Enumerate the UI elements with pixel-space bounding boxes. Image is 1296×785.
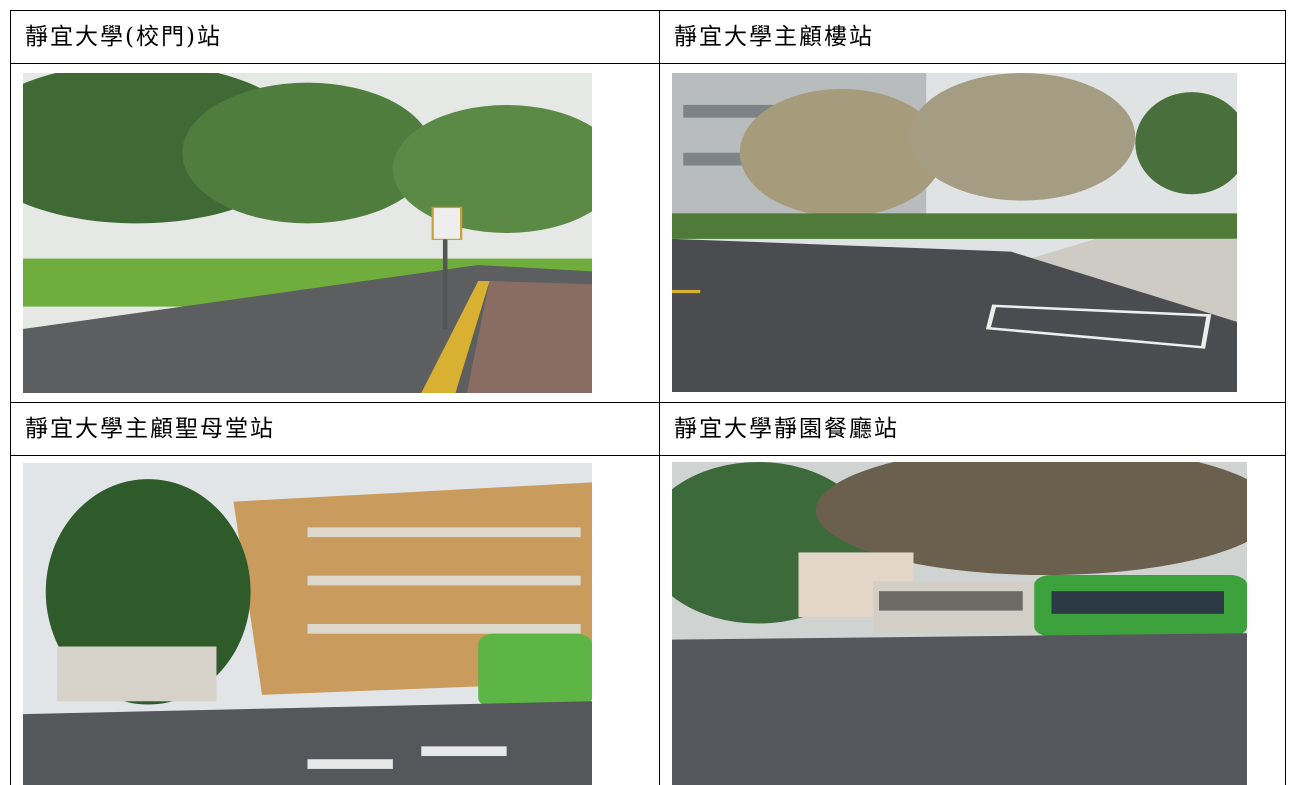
border <box>10 402 1286 403</box>
photo <box>672 73 1237 392</box>
border <box>10 455 1286 456</box>
photo <box>23 73 592 393</box>
cell-title: 靜宜大學主顧聖母堂站 <box>25 416 275 442</box>
border <box>10 10 1286 11</box>
border <box>10 10 11 785</box>
cell-title: 靜宜大學(校門)站 <box>25 24 222 50</box>
border <box>659 10 660 785</box>
border <box>1285 10 1286 785</box>
cell-title: 靜宜大學靜園餐廳站 <box>674 416 899 442</box>
cell-title: 靜宜大學主顧樓站 <box>674 24 874 50</box>
border <box>10 63 1286 64</box>
photo <box>672 462 1247 785</box>
photo <box>23 463 592 785</box>
